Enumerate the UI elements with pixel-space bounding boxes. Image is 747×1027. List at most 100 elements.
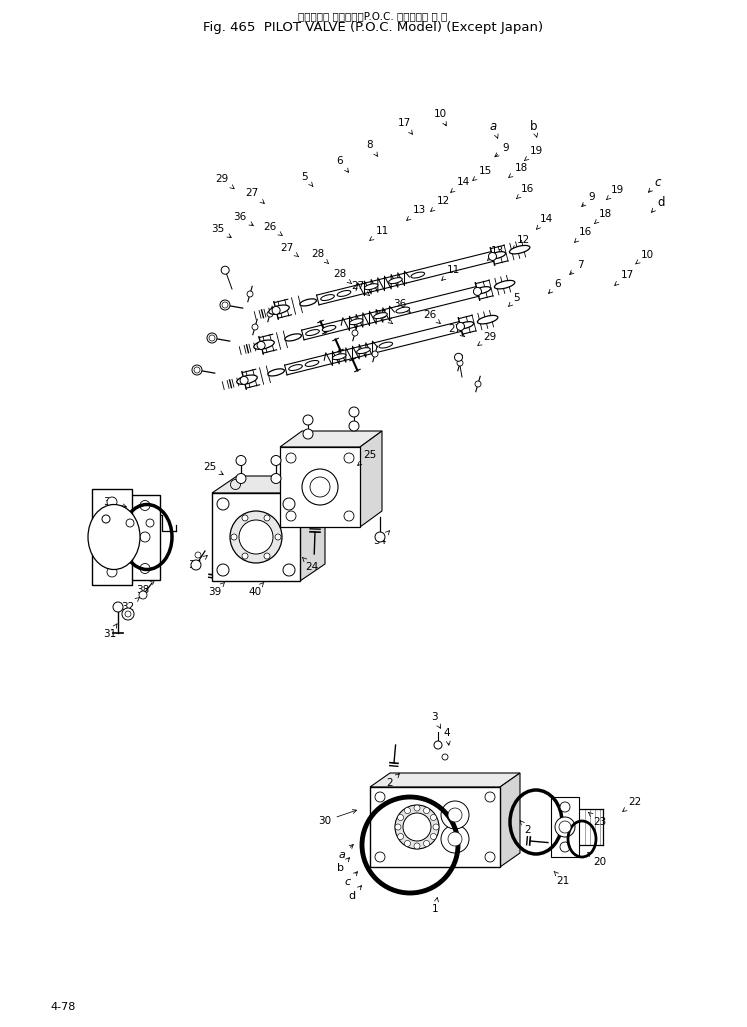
Text: 36: 36 xyxy=(233,212,253,226)
Text: 29: 29 xyxy=(477,332,497,345)
Text: 4: 4 xyxy=(444,728,450,746)
Text: 9: 9 xyxy=(495,143,509,157)
Circle shape xyxy=(231,480,241,490)
Circle shape xyxy=(275,534,281,540)
Circle shape xyxy=(125,611,131,617)
Text: 25: 25 xyxy=(203,462,223,474)
Circle shape xyxy=(221,266,229,274)
Circle shape xyxy=(395,805,439,849)
Text: 21: 21 xyxy=(554,871,570,886)
Text: 27: 27 xyxy=(448,324,465,337)
Polygon shape xyxy=(500,773,520,867)
Circle shape xyxy=(122,608,134,620)
Circle shape xyxy=(375,532,385,542)
Text: 17: 17 xyxy=(615,270,633,286)
Circle shape xyxy=(424,840,430,846)
Circle shape xyxy=(191,560,201,570)
Circle shape xyxy=(240,376,248,384)
Text: 28: 28 xyxy=(311,249,329,264)
Text: a: a xyxy=(338,844,353,860)
Text: 38: 38 xyxy=(137,580,155,595)
Circle shape xyxy=(146,519,154,527)
Ellipse shape xyxy=(457,321,474,329)
Ellipse shape xyxy=(365,283,378,290)
Text: 31: 31 xyxy=(103,623,117,639)
Circle shape xyxy=(414,805,420,811)
Text: 12: 12 xyxy=(512,235,530,250)
Circle shape xyxy=(303,415,313,425)
Text: b: b xyxy=(336,858,350,873)
Bar xyxy=(370,787,500,867)
Bar xyxy=(551,797,579,857)
Circle shape xyxy=(395,824,401,830)
Circle shape xyxy=(448,832,462,846)
Circle shape xyxy=(107,532,117,542)
Text: 14: 14 xyxy=(450,177,470,192)
Bar xyxy=(280,447,360,527)
Circle shape xyxy=(441,801,469,829)
Circle shape xyxy=(222,302,228,308)
Circle shape xyxy=(286,511,296,521)
Text: 17: 17 xyxy=(397,118,412,135)
Text: 19: 19 xyxy=(524,146,542,160)
Circle shape xyxy=(560,842,570,852)
Text: 27: 27 xyxy=(245,188,264,203)
Circle shape xyxy=(403,813,431,841)
Circle shape xyxy=(434,741,442,749)
Circle shape xyxy=(252,324,258,330)
Text: 26: 26 xyxy=(424,310,440,324)
Text: 18: 18 xyxy=(509,163,527,178)
Circle shape xyxy=(456,322,465,331)
Text: 25: 25 xyxy=(358,450,376,465)
Circle shape xyxy=(264,515,270,521)
Text: 40: 40 xyxy=(249,582,264,597)
Circle shape xyxy=(286,453,296,463)
Circle shape xyxy=(239,520,273,554)
Text: 35: 35 xyxy=(374,310,393,324)
Circle shape xyxy=(430,834,436,839)
Circle shape xyxy=(457,360,463,366)
Circle shape xyxy=(209,335,215,341)
Ellipse shape xyxy=(268,369,285,376)
Text: 13: 13 xyxy=(487,246,503,261)
Bar xyxy=(130,494,160,579)
Circle shape xyxy=(236,456,246,465)
Text: 34: 34 xyxy=(374,531,389,546)
Ellipse shape xyxy=(88,504,140,570)
Text: 2: 2 xyxy=(520,821,531,835)
Circle shape xyxy=(454,353,462,362)
Circle shape xyxy=(559,821,571,833)
Circle shape xyxy=(397,834,403,839)
Circle shape xyxy=(267,311,273,317)
Text: 37: 37 xyxy=(188,556,208,570)
Circle shape xyxy=(433,824,439,830)
Text: 4-78: 4-78 xyxy=(50,1002,75,1012)
Circle shape xyxy=(302,469,338,505)
Circle shape xyxy=(113,602,123,612)
Ellipse shape xyxy=(350,318,363,325)
Circle shape xyxy=(126,519,134,527)
Polygon shape xyxy=(370,773,520,787)
Text: 3: 3 xyxy=(431,712,441,728)
Circle shape xyxy=(297,480,306,490)
Ellipse shape xyxy=(374,312,387,318)
Text: d: d xyxy=(651,195,665,213)
Circle shape xyxy=(344,453,354,463)
Text: d: d xyxy=(348,885,362,901)
Circle shape xyxy=(352,330,358,336)
Circle shape xyxy=(349,407,359,417)
Text: 16: 16 xyxy=(516,184,533,199)
Text: 27: 27 xyxy=(280,243,299,257)
Text: 6: 6 xyxy=(548,279,561,294)
Circle shape xyxy=(414,843,420,849)
Ellipse shape xyxy=(288,365,303,371)
Circle shape xyxy=(140,564,150,573)
Text: 5: 5 xyxy=(509,293,521,306)
Circle shape xyxy=(247,291,253,297)
Text: 8: 8 xyxy=(367,140,377,156)
Circle shape xyxy=(257,341,265,349)
Ellipse shape xyxy=(306,360,319,367)
Text: 30: 30 xyxy=(318,809,356,826)
Text: 9: 9 xyxy=(582,192,595,206)
Ellipse shape xyxy=(320,295,335,301)
